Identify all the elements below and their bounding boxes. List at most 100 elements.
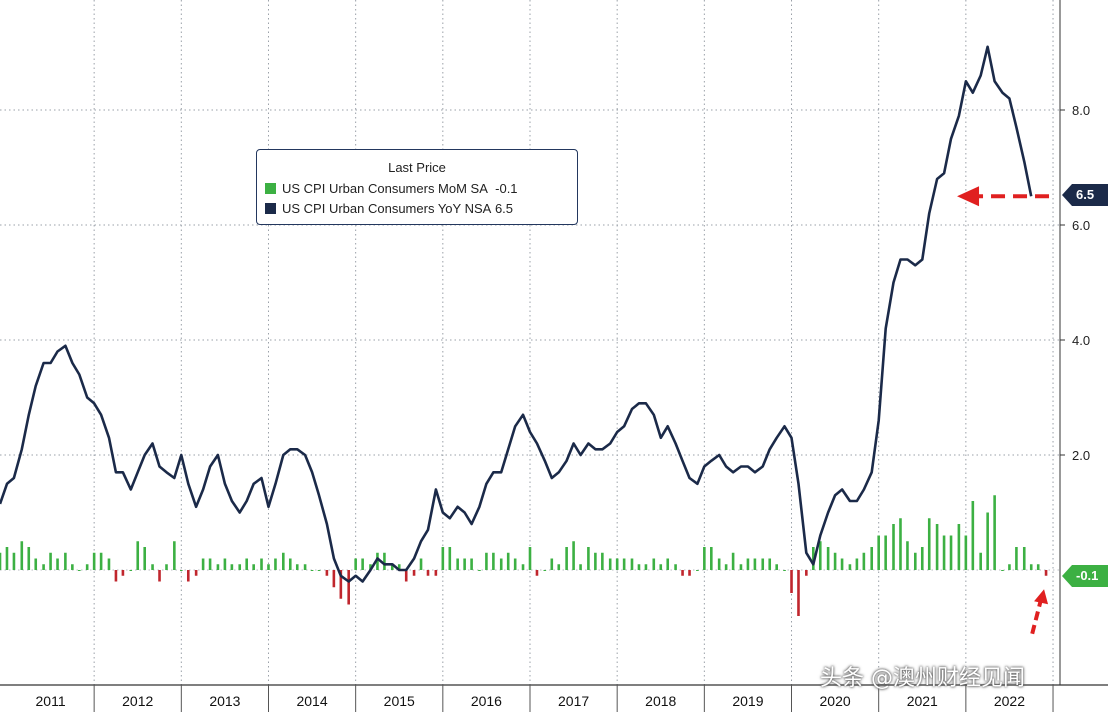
mom-bar <box>703 547 706 570</box>
mom-bar <box>208 558 212 570</box>
mom-bar <box>717 558 721 570</box>
mom-bar <box>768 558 772 570</box>
mom-bar <box>775 564 778 570</box>
mom-bar <box>390 564 394 570</box>
mom-bar <box>412 570 416 576</box>
mom-bar <box>942 535 946 570</box>
mom-bar <box>1036 564 1040 570</box>
mom-bar <box>201 558 205 570</box>
legend-value-mom: -0.1 <box>495 181 518 196</box>
mom-bar <box>267 564 270 570</box>
mom-bar <box>180 570 183 571</box>
mom-bar <box>485 552 488 570</box>
mom-bar <box>644 564 648 570</box>
mom-bar <box>397 564 401 570</box>
mom-bar <box>899 518 902 570</box>
mom-bar <box>528 547 532 570</box>
y-tick-label: 6.0 <box>1072 218 1090 233</box>
mom-bar <box>805 570 808 576</box>
mom-bar <box>906 541 909 570</box>
mom-bar <box>1015 547 1018 570</box>
mom-bar <box>456 558 459 570</box>
mom-bar <box>369 564 372 570</box>
mom-bar <box>448 547 452 570</box>
mom-bar <box>347 570 350 605</box>
mom-bar <box>783 570 786 571</box>
mom-bar <box>143 547 147 570</box>
x-tick-label: 2017 <box>558 693 589 709</box>
mom-bar <box>12 552 16 570</box>
mom-bar <box>724 564 728 570</box>
mom-bar <box>194 570 198 576</box>
legend-box: Last Price US CPI Urban Consumers MoM SA… <box>256 149 578 225</box>
mom-bar <box>964 535 968 570</box>
mom-bar <box>64 552 67 570</box>
mom-bar <box>383 552 386 570</box>
mom-bar <box>513 558 517 570</box>
x-tick-label: 2021 <box>907 693 938 709</box>
mom-bar <box>71 564 74 570</box>
mom-bar <box>608 558 612 570</box>
mom-bar <box>550 558 554 570</box>
mom-bar <box>470 558 473 570</box>
mom-bar <box>20 541 24 570</box>
legend-item-mom: US CPI Urban Consumers MoM SA -0.1 <box>265 181 518 196</box>
mom-bars <box>0 495 1048 616</box>
mom-bar <box>594 552 597 570</box>
mom-bar <box>419 558 423 570</box>
mom-bar <box>404 570 408 582</box>
mom-bar <box>463 558 466 570</box>
mom-bar <box>535 570 539 576</box>
mom-bar <box>441 547 445 570</box>
legend-swatch-yoy <box>265 203 276 214</box>
mom-bar <box>332 570 336 588</box>
mom-bar <box>151 564 154 570</box>
legend-title: Last Price <box>388 160 446 175</box>
mom-bar <box>114 570 118 582</box>
x-tick-label: 2015 <box>384 693 415 709</box>
mom-bar <box>622 558 626 570</box>
yoy-line-layer <box>0 45 1033 583</box>
mom-bar <box>579 564 582 570</box>
mom-bar <box>121 570 125 576</box>
mom-bar <box>557 564 561 570</box>
mom-bar <box>42 564 45 570</box>
mom-bar <box>78 570 81 571</box>
mom-bar <box>260 558 263 570</box>
mom-bar <box>957 524 961 570</box>
mom-bar <box>34 558 38 570</box>
mom-bar <box>920 547 924 570</box>
mom-bar <box>659 564 663 570</box>
x-tick-label: 2016 <box>471 693 502 709</box>
mom-bar <box>310 570 314 571</box>
mom-bar <box>935 524 939 570</box>
grid-layer <box>0 0 1060 685</box>
x-tick-label: 2011 <box>36 693 66 709</box>
mom-bar <box>376 552 379 570</box>
mom-bar <box>1029 564 1033 570</box>
mom-bar <box>840 558 844 570</box>
mom-bar <box>761 558 765 570</box>
mom-bar <box>1022 547 1026 570</box>
mom-arrow-shaft <box>1030 598 1043 635</box>
mom-bar <box>979 552 982 570</box>
mom-bar <box>826 547 830 570</box>
mom-bar <box>274 558 277 570</box>
mom-bar <box>877 535 880 570</box>
mom-bar <box>746 558 750 570</box>
mom-bar <box>812 547 815 570</box>
mom-bar <box>303 564 307 570</box>
mom-bar <box>572 541 575 570</box>
mom-bar <box>1008 564 1011 570</box>
mom-bar <box>354 558 357 570</box>
mom-arrow-head <box>1034 589 1049 605</box>
mom-bar <box>325 570 329 576</box>
legend-value-yoy: 6.5 <box>494 201 514 216</box>
mom-bar <box>165 564 168 570</box>
mom-bar <box>587 547 590 570</box>
mom-bar <box>478 570 481 571</box>
mom-bar <box>339 570 343 599</box>
mom-bar <box>862 552 866 570</box>
mom-bar <box>99 552 103 570</box>
x-tick-label: 2020 <box>820 693 851 709</box>
